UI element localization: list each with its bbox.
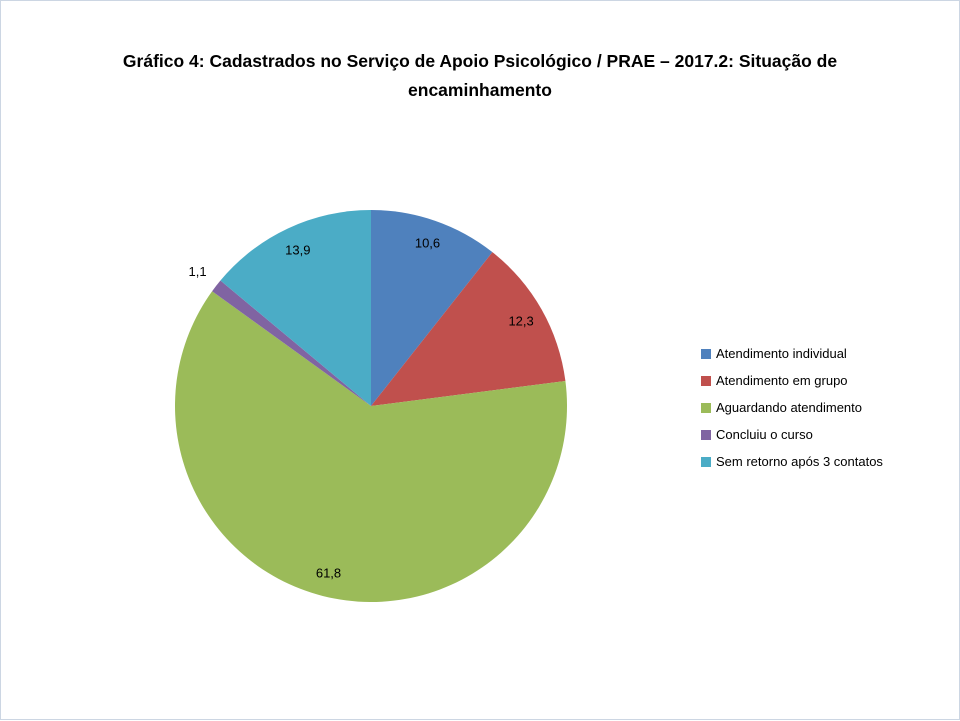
pie-slice-atendimento-em-grupo <box>371 252 566 406</box>
pie-value-label-concluiu-o-curso: 1,1 <box>189 264 207 279</box>
legend-label: Atendimento individual <box>716 346 847 361</box>
legend-item: Aguardando atendimento <box>701 394 883 421</box>
chart-legend: Atendimento individual Atendimento em gr… <box>701 340 883 475</box>
legend-swatch-icon <box>701 429 711 440</box>
pie-value-label-atendimento-em-grupo: 12,3 <box>508 314 533 329</box>
pie-value-label-atendimento-individual: 10,6 <box>415 236 440 251</box>
chart-title-line-1: Gráfico 4: Cadastrados no Serviço de Apo… <box>122 51 838 71</box>
legend-item: Atendimento individual <box>701 340 883 367</box>
pie-value-label-sem-retorno-apos-3-contatos: 13,9 <box>285 242 310 257</box>
pie-slice-aguardando-atendimento <box>175 291 568 602</box>
legend-label: Concluiu o curso <box>716 427 813 442</box>
legend-swatch-icon <box>701 402 711 413</box>
pie-value-label-aguardando-atendimento: 61,8 <box>316 566 341 581</box>
legend-label: Atendimento em grupo <box>716 373 848 388</box>
legend-item: Concluiu o curso <box>701 421 883 448</box>
pie-slice-sem-retorno-apos-3-contatos <box>220 210 371 406</box>
pie-slice-atendimento-individual <box>371 210 493 406</box>
legend-item: Sem retorno após 3 contatos <box>701 448 883 475</box>
legend-label: Sem retorno após 3 contatos <box>716 454 883 469</box>
chart-title-line-2: encaminhamento <box>408 80 552 100</box>
legend-swatch-icon <box>701 456 711 467</box>
chart-title: Gráfico 4: Cadastrados no Serviço de Apo… <box>1 47 959 105</box>
pie-slice-concluiu-o-curso <box>212 280 371 406</box>
legend-swatch-icon <box>701 375 711 386</box>
legend-swatch-icon <box>701 348 711 359</box>
legend-item: Atendimento em grupo <box>701 367 883 394</box>
legend-label: Aguardando atendimento <box>716 400 863 415</box>
